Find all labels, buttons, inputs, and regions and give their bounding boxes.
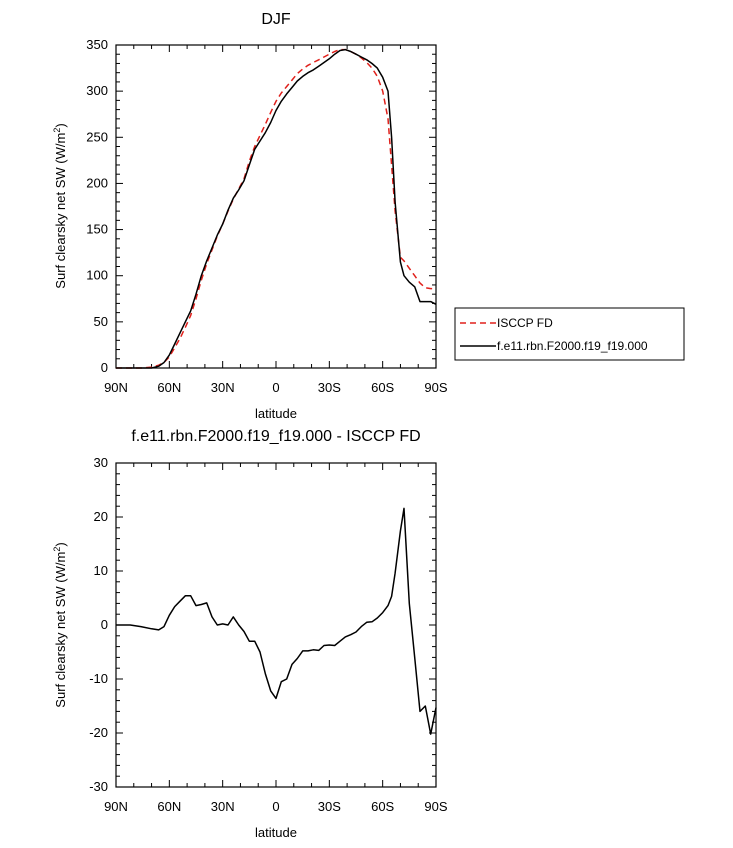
- bottom-chart-y-axis-label-sup: 2: [52, 547, 62, 552]
- top-chart-series-line-1: [116, 48, 437, 369]
- bottom-chart-y-tick-label: 30: [94, 455, 108, 470]
- top-chart-x-tick-label: 30N: [211, 380, 235, 395]
- bottom-chart-title: f.e11.rbn.F2000.f19_f19.000 - ISCCP FD: [131, 428, 420, 445]
- top-chart-x-tick-label: 0: [272, 380, 279, 395]
- legend-box: [454, 307, 685, 361]
- top-chart-y-axis-label: Surf clearsky net SW (W/m2): [52, 123, 68, 288]
- top-chart-series: [116, 48, 437, 369]
- bottom-chart-x-axis-label: latitude: [255, 825, 297, 840]
- top-chart-y-tick-label: 200: [86, 175, 108, 190]
- legend-label-model: f.e11.rbn.F2000.f19_f19.000: [497, 339, 648, 353]
- top-chart-x-tick-label: 90N: [104, 380, 128, 395]
- top-chart-y-axis-label-close: ): [53, 123, 68, 127]
- top-chart-x-tick-label: 30S: [318, 380, 341, 395]
- top-chart-x-axis-label: latitude: [255, 406, 297, 421]
- bottom-chart-x-tick-label: 30S: [318, 799, 341, 814]
- bottom-chart-y-tick-label: 10: [94, 563, 108, 578]
- bottom-chart-y-tick-label: 20: [94, 509, 108, 524]
- top-chart-y-axis-label-main: Surf clearsky net SW (W/m: [53, 133, 68, 289]
- top-chart-series-line-0: [116, 48, 436, 369]
- bottom-chart-x-tick-labels: 90N 60N 30N 0 30S 60S 90S: [104, 799, 448, 814]
- bottom-chart-y-tick-label: -30: [89, 779, 108, 794]
- top-chart-y-tick-label: 250: [86, 129, 108, 144]
- bottom-chart-x-tick-label: 60N: [157, 799, 181, 814]
- legend-label-isccp: ISCCP FD: [497, 316, 553, 330]
- bottom-chart: f.e11.rbn.F2000.f19_f19.000 - ISCCP FD 9…: [52, 428, 448, 840]
- top-chart-y-tick-label: 0: [101, 360, 108, 375]
- top-chart-y-tick-label: 350: [86, 37, 108, 52]
- bottom-chart-y-axis-label: Surf clearsky net SW (W/m2): [52, 542, 68, 707]
- bottom-chart-y-tick-label: -10: [89, 671, 108, 686]
- legend: ISCCP FD f.e11.rbn.F2000.f19_f19.000: [454, 307, 685, 361]
- top-chart-y-axis-label-sup: 2: [52, 128, 62, 133]
- top-chart-y-tick-label: 50: [94, 314, 108, 329]
- top-chart-y-tick-label: 150: [86, 222, 108, 237]
- bottom-chart-x-tick-label: 90N: [104, 799, 128, 814]
- top-chart: DJF 90N 60N 30N 0 30S 60S 90S 0 50 100 150 200 250 3…: [52, 11, 448, 421]
- bottom-chart-series: [116, 507, 437, 735]
- bottom-chart-x-tick-label: 0: [272, 799, 279, 814]
- bottom-chart-y-tick-labels: -30 -20 -10 0 10 20 30: [89, 455, 108, 794]
- bottom-chart-y-tick-label: 0: [101, 617, 108, 632]
- top-chart-y-tick-labels: 0 50 100 150 200 250 300 350: [86, 37, 108, 375]
- top-chart-x-tick-labels: 90N 60N 30N 0 30S 60S 90S: [104, 380, 448, 395]
- top-chart-x-tick-label: 90S: [424, 380, 447, 395]
- bottom-chart-y-axis-label-main: Surf clearsky net SW (W/m: [53, 552, 68, 708]
- bottom-chart-x-tick-label: 90S: [424, 799, 447, 814]
- top-chart-x-tick-label: 60S: [371, 380, 394, 395]
- top-chart-y-tick-label: 100: [86, 268, 108, 283]
- top-chart-y-tick-label: 300: [86, 83, 108, 98]
- bottom-chart-x-tick-label: 60S: [371, 799, 394, 814]
- bottom-chart-series-line-0: [116, 507, 437, 735]
- bottom-chart-y-axis-label-close: ): [53, 542, 68, 546]
- top-chart-frame: [115, 44, 437, 369]
- bottom-chart-x-tick-label: 30N: [211, 799, 235, 814]
- top-chart-title: DJF: [261, 11, 291, 28]
- bottom-chart-y-tick-label: -20: [89, 725, 108, 740]
- top-chart-x-tick-label: 60N: [157, 380, 181, 395]
